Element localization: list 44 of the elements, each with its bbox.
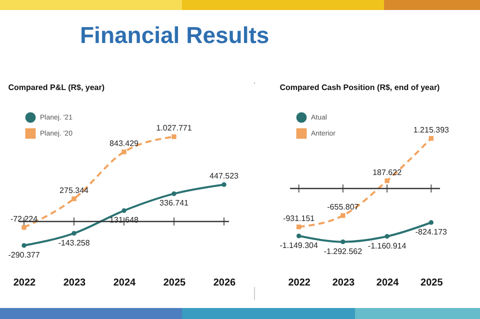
data-label: 336.741: [160, 198, 190, 208]
x-tick-label: 2025: [420, 278, 444, 288]
point: [384, 234, 390, 239]
data-label: 187.622: [372, 168, 402, 177]
x-tick-label: 2023: [332, 278, 355, 288]
chart-title: Compared Cash Position (R$, end of year): [280, 83, 440, 92]
x-tick-label: 2026: [213, 278, 236, 288]
point: [428, 136, 434, 141]
data-label: -824.173: [415, 227, 448, 236]
data-label: -1.292.562: [324, 246, 363, 256]
point: [384, 178, 390, 184]
point: [222, 182, 226, 187]
point: [296, 224, 302, 230]
data-label: -931.151: [283, 214, 316, 223]
data-label: -143.258: [58, 238, 90, 248]
x-tick-label: 2024: [113, 278, 136, 288]
point: [22, 243, 26, 248]
point: [340, 239, 346, 244]
data-label: 1.215.393: [413, 125, 450, 134]
data-label: -1.149.304: [280, 240, 318, 250]
data-label: 447.523: [210, 172, 240, 181]
point: [340, 213, 346, 218]
point: [72, 230, 76, 236]
x-tick-label: 2023: [63, 278, 86, 288]
text: Financial Results: [80, 22, 270, 49]
chart-title: Compared P&L (R$, year): [8, 83, 105, 92]
data-label: 275.344: [60, 186, 90, 195]
point: [22, 225, 26, 230]
x-tick-label: 2025: [163, 278, 186, 288]
x-tick-label: 2022: [13, 278, 36, 288]
data-label: -655.807: [327, 202, 360, 212]
point: [172, 134, 176, 140]
data-label: -290.377: [8, 250, 40, 260]
x-tick-label: 2022: [288, 278, 311, 288]
point: [296, 234, 302, 238]
point: [172, 191, 176, 196]
data-label: 1.027.771: [156, 124, 192, 133]
point: [72, 196, 76, 202]
data-label: 843.429: [110, 138, 140, 148]
data-label: -1.160.914: [368, 241, 407, 250]
point: [122, 150, 126, 154]
x-tick-label: 2024: [376, 278, 400, 288]
point: [428, 220, 434, 225]
point: [122, 208, 126, 213]
